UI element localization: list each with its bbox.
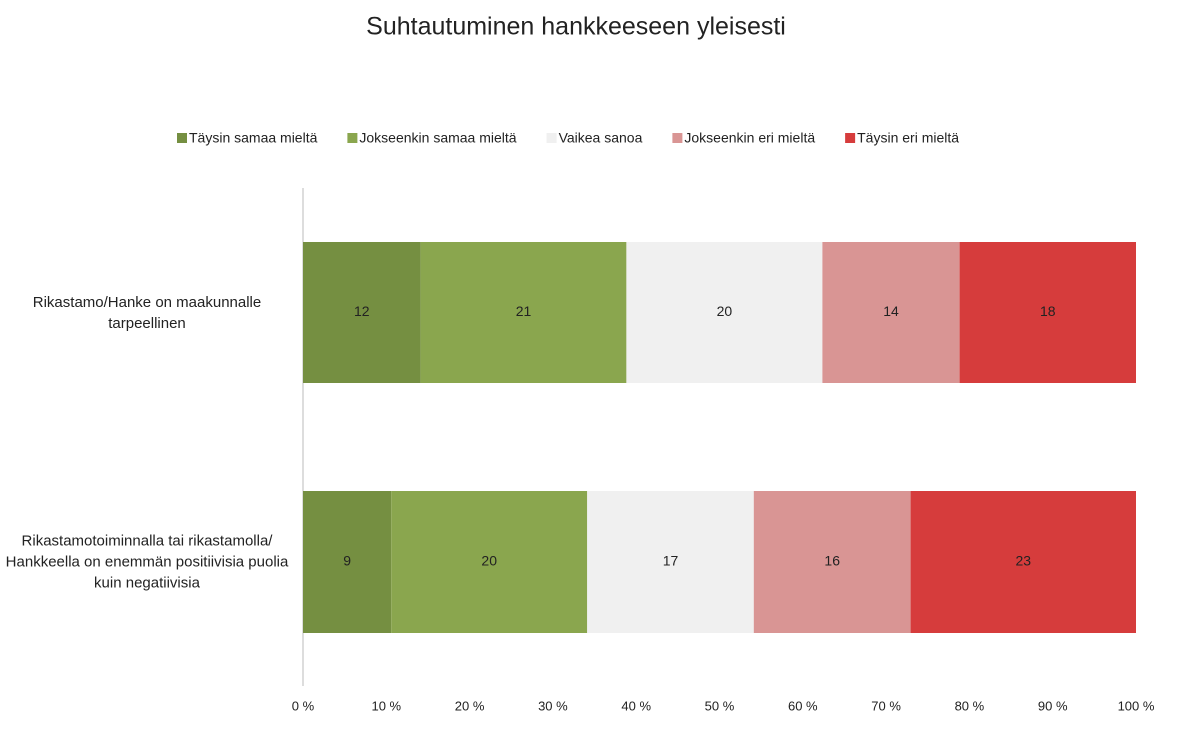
data-label: 23 xyxy=(1016,553,1032,569)
x-tick-label: 60 % xyxy=(788,698,818,713)
bar-segment xyxy=(303,242,421,383)
legend-label: Täysin eri mieltä xyxy=(857,130,959,146)
data-label: 18 xyxy=(1040,303,1056,319)
x-tick-label: 0 % xyxy=(292,698,315,713)
bar-segment xyxy=(959,242,1136,383)
y-tick-label: Rikastamo/Hanke on maakunnalle tarpeelli… xyxy=(32,293,262,332)
legend-swatch xyxy=(177,133,187,143)
legend-swatch xyxy=(672,133,683,143)
data-label: 14 xyxy=(883,303,899,319)
x-tick-label: 50 % xyxy=(705,698,735,713)
legend-swatch xyxy=(347,133,358,143)
bar-segment xyxy=(587,491,754,633)
legend-label: Jokseenkin samaa mieltä xyxy=(359,130,516,146)
x-tick-label: 10 % xyxy=(371,698,401,713)
bar-segment xyxy=(822,242,960,383)
data-label: 9 xyxy=(343,553,351,569)
bar-segment xyxy=(303,491,392,633)
legend-label: Jokseenkin eri mieltä xyxy=(684,130,815,146)
chart-title: Suhtautuminen hankkeeseen yleisesti xyxy=(366,13,786,41)
bar-segment xyxy=(753,491,911,633)
data-label: 20 xyxy=(481,553,497,569)
legend-label: Täysin samaa mieltä xyxy=(189,130,318,146)
x-tick-label: 90 % xyxy=(1038,698,1068,713)
legend-label: Vaikea sanoa xyxy=(559,130,643,146)
x-tick-label: 40 % xyxy=(621,698,651,713)
x-tick-label: 70 % xyxy=(871,698,901,713)
x-tick-label: 100 % xyxy=(1118,698,1155,713)
data-label: 16 xyxy=(824,553,840,569)
x-tick-label: 20 % xyxy=(455,698,485,713)
data-label: 20 xyxy=(717,303,733,319)
x-tick-label: 80 % xyxy=(955,698,985,713)
bar-segment xyxy=(910,491,1136,633)
data-label: 17 xyxy=(663,553,679,569)
bar-segment xyxy=(391,491,588,633)
data-label: 21 xyxy=(516,303,532,319)
legend-swatch xyxy=(845,133,856,143)
y-tick-label: Rikastamotoiminnalla tai rikastamolla/ H… xyxy=(5,532,289,592)
x-tick-label: 30 % xyxy=(538,698,568,713)
legend-swatch xyxy=(546,133,557,143)
bar-segment xyxy=(420,242,627,383)
bar-segment xyxy=(626,242,823,383)
data-label: 12 xyxy=(354,303,370,319)
